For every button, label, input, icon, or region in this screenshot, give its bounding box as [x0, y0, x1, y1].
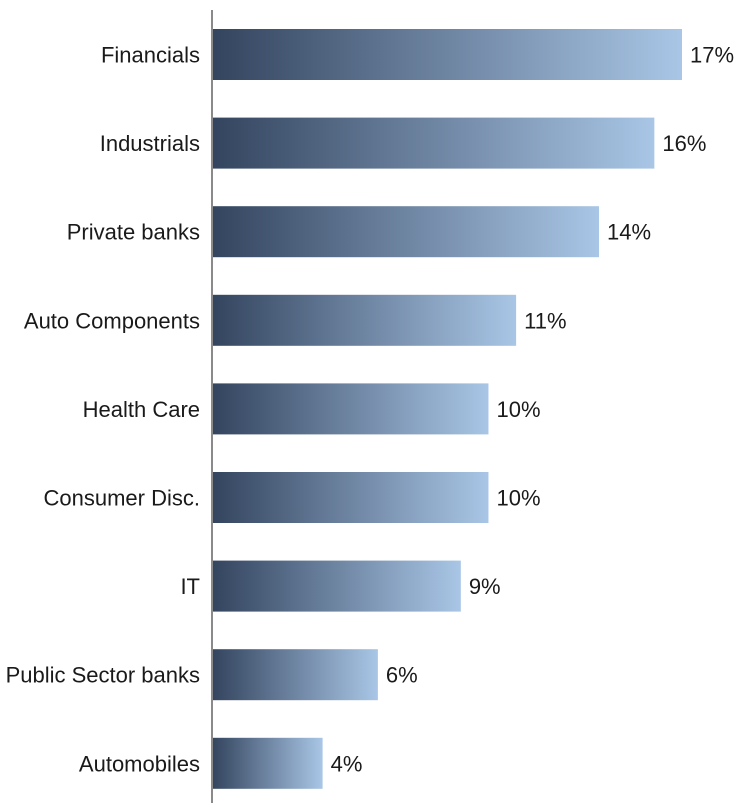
bar-industrials — [212, 117, 655, 169]
value-label: 6% — [386, 663, 418, 688]
category-label: Auto Components — [24, 308, 200, 333]
value-label: 4% — [331, 751, 363, 776]
value-label: 10% — [496, 486, 540, 511]
category-label: Public Sector banks — [6, 663, 200, 688]
value-label: 9% — [469, 574, 501, 599]
bar-it — [212, 560, 461, 612]
category-label: Financials — [101, 43, 200, 68]
category-label: Industrials — [100, 131, 200, 156]
category-label: Private banks — [67, 220, 200, 245]
category-label: Automobiles — [79, 751, 200, 776]
bars-group — [212, 29, 682, 789]
category-label: IT — [180, 574, 200, 599]
category-label: Health Care — [83, 397, 200, 422]
value-label: 17% — [690, 43, 734, 68]
value-label: 14% — [607, 220, 651, 245]
bar-automobiles — [212, 737, 323, 789]
bar-private-banks — [212, 206, 600, 258]
value-label: 16% — [662, 131, 706, 156]
bar-auto-components — [212, 294, 517, 346]
value-labels: 17% 16% 14% 11% 10% 10% 9% 6% 4% — [331, 43, 734, 777]
category-labels: Financials Industrials Private banks Auto C… — [6, 43, 200, 777]
value-label: 11% — [524, 308, 566, 333]
value-label: 10% — [496, 397, 540, 422]
bar-health-care — [212, 383, 489, 435]
bar-financials — [212, 29, 682, 80]
bar-consumer-disc — [212, 472, 489, 523]
category-label: Consumer Disc. — [44, 486, 200, 511]
bar-public-sector-banks — [212, 649, 378, 701]
